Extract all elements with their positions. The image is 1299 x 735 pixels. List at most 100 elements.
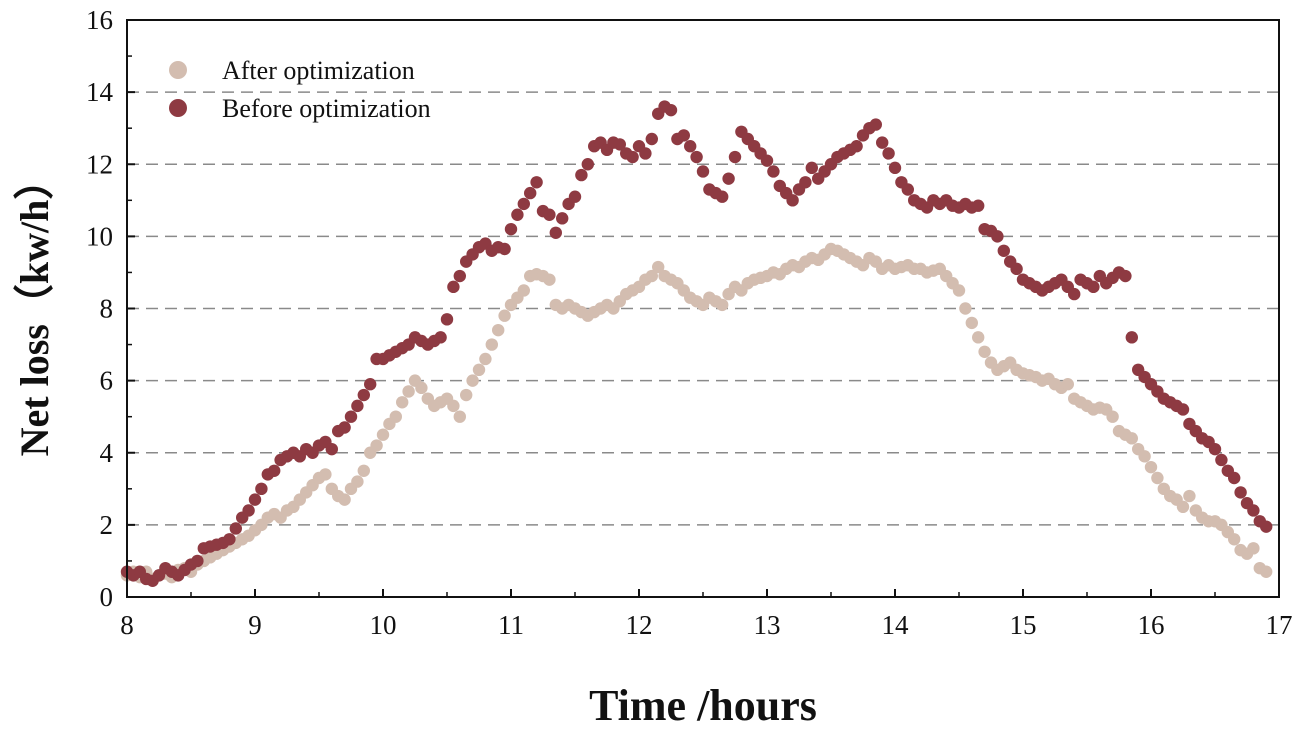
point-before (1087, 280, 1100, 294)
point-before (850, 140, 863, 153)
point-before (972, 199, 985, 212)
point-before (447, 280, 460, 294)
point-after (972, 331, 985, 344)
y-tick-label-6: 6 (100, 366, 114, 396)
point-before (716, 190, 729, 203)
point-before (351, 399, 364, 413)
point-before (357, 388, 370, 402)
x-tick-label-12: 12 (626, 610, 653, 640)
point-before (626, 150, 639, 164)
point-before (805, 161, 818, 175)
x-tick-label-17: 17 (1266, 610, 1293, 640)
point-before (524, 186, 537, 200)
point-after (466, 374, 479, 387)
point-after (402, 385, 415, 398)
y-tick-label-12: 12 (86, 149, 113, 179)
point-before (364, 378, 377, 391)
x-tick-label-10: 10 (370, 610, 397, 640)
point-before (344, 410, 358, 423)
point-before (901, 183, 914, 196)
point-before (504, 222, 518, 236)
point-after (959, 302, 972, 315)
point-before (453, 269, 466, 283)
axis-ticks: 0 2 4 6 8 10 12 14 16 8 9 10 11 12 13 14 15 16 17 (86, 5, 1293, 640)
y-tick-label-10: 10 (86, 221, 113, 251)
y-tick-label-4: 4 (100, 438, 114, 468)
x-tick-label-13: 13 (754, 610, 781, 640)
point-before (325, 442, 338, 456)
point-before (191, 554, 204, 568)
point-before (684, 140, 697, 153)
point-after (1151, 471, 1164, 485)
point-before (440, 313, 454, 326)
point-before (767, 165, 780, 178)
point-after (447, 399, 460, 413)
point-before (639, 147, 652, 160)
x-tick-label-16: 16 (1138, 610, 1165, 640)
x-tick-label-9: 9 (248, 610, 262, 640)
legend-label-before: Before optimization (222, 94, 431, 123)
point-before (255, 482, 268, 496)
point-before (511, 208, 524, 221)
point-before (1068, 287, 1081, 301)
legend: After optimization Before optimization (169, 56, 431, 123)
point-after (396, 396, 409, 409)
point-after (498, 309, 511, 322)
point-before (498, 242, 511, 256)
point-after (1247, 542, 1260, 555)
point-after (965, 316, 978, 330)
point-before (1176, 403, 1190, 416)
point-before (1208, 442, 1222, 456)
point-before (799, 176, 812, 189)
point-before (543, 208, 556, 221)
point-after (1176, 500, 1190, 514)
x-tick-label-8: 8 (120, 610, 134, 640)
gridlines (127, 91, 1279, 526)
point-before (664, 103, 678, 117)
point-after (978, 345, 991, 358)
point-before (786, 194, 799, 207)
point-before (575, 168, 588, 182)
point-after (389, 410, 402, 423)
point-before (338, 421, 351, 434)
data-points (120, 100, 1273, 587)
point-before (888, 161, 902, 175)
point-after (716, 298, 729, 312)
point-before (1228, 471, 1241, 485)
point-after (472, 363, 486, 377)
y-tick-label-14: 14 (86, 77, 114, 107)
point-before (1125, 331, 1139, 344)
point-after (338, 493, 351, 506)
point-before (556, 212, 569, 225)
point-before (1234, 486, 1247, 499)
point-before (229, 522, 242, 535)
point-after (351, 475, 364, 488)
y-tick-label-2: 2 (100, 510, 114, 540)
legend-label-after: After optimization (222, 56, 415, 85)
point-before (677, 129, 690, 142)
point-before (530, 176, 543, 189)
point-after (1138, 450, 1151, 463)
point-before (434, 331, 447, 344)
y-tick-label-8: 8 (100, 294, 114, 324)
point-after (645, 269, 658, 283)
point-before (876, 136, 889, 149)
point-after (517, 284, 530, 297)
point-after (376, 428, 390, 441)
point-before (1260, 520, 1273, 533)
point-after (1106, 410, 1119, 423)
point-before (728, 150, 742, 164)
point-after (1144, 460, 1158, 474)
point-after (479, 352, 492, 366)
point-after (492, 323, 505, 337)
y-axis-title: Net loss（kw/h） (12, 160, 57, 457)
point-after (1183, 489, 1196, 503)
point-before (882, 147, 895, 160)
point-after (319, 468, 332, 481)
point-before (760, 154, 774, 167)
point-before (223, 533, 236, 546)
point-before (581, 158, 594, 171)
point-before (722, 172, 735, 185)
point-before (613, 138, 626, 151)
x-axis-title: Time /hours (589, 681, 817, 730)
